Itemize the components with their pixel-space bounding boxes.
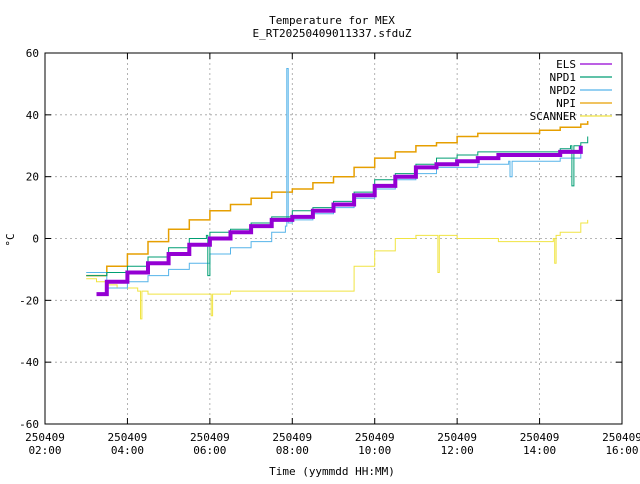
x-tick-date-label: 250409 bbox=[25, 431, 65, 444]
x-tick-time-label: 14:00 bbox=[523, 444, 556, 457]
x-tick-time-label: 06:00 bbox=[193, 444, 226, 457]
series-line-npi bbox=[86, 121, 589, 277]
y-tick-label: 60 bbox=[26, 47, 39, 60]
x-tick-time-label: 08:00 bbox=[276, 444, 309, 457]
y-tick-label: 20 bbox=[26, 171, 39, 184]
x-tick-date-label: 250409 bbox=[437, 431, 477, 444]
axis-ticks: -60-40-20020406025040902:0025040904:0025… bbox=[19, 47, 640, 457]
series-lines bbox=[86, 68, 589, 320]
legend-label-scanner: SCANNER bbox=[530, 110, 577, 123]
grid bbox=[45, 53, 622, 424]
x-tick-date-label: 250409 bbox=[108, 431, 148, 444]
x-tick-time-label: 02:00 bbox=[28, 444, 61, 457]
legend-label-npd1: NPD1 bbox=[550, 71, 577, 84]
x-tick-date-label: 250409 bbox=[355, 431, 395, 444]
y-tick-label: -40 bbox=[19, 356, 39, 369]
series-line-els bbox=[96, 145, 583, 297]
x-tick-time-label: 10:00 bbox=[358, 444, 391, 457]
legend-label-npi: NPI bbox=[556, 97, 576, 110]
x-tick-date-label: 250409 bbox=[272, 431, 312, 444]
chart-title: Temperature for MEX bbox=[269, 14, 395, 27]
y-tick-label: 40 bbox=[26, 109, 39, 122]
x-tick-date-label: 250409 bbox=[520, 431, 560, 444]
series-line-scanner bbox=[86, 219, 589, 320]
chart-subtitle: E_RT20250409011337.sfduZ bbox=[253, 27, 412, 40]
x-axis-label: Time (yymmdd HH:MM) bbox=[269, 465, 395, 478]
legend-label-els: ELS bbox=[556, 58, 576, 71]
y-tick-label: -20 bbox=[19, 294, 39, 307]
x-tick-date-label: 250409 bbox=[602, 431, 640, 444]
y-tick-label: 0 bbox=[32, 233, 39, 246]
y-tick-label: -60 bbox=[19, 418, 39, 431]
legend-label-npd2: NPD2 bbox=[550, 84, 577, 97]
x-tick-time-label: 12:00 bbox=[441, 444, 474, 457]
x-tick-time-label: 04:00 bbox=[111, 444, 144, 457]
y-axis-label: °C bbox=[4, 233, 17, 246]
x-tick-time-label: 16:00 bbox=[605, 444, 638, 457]
x-tick-date-label: 250409 bbox=[190, 431, 230, 444]
